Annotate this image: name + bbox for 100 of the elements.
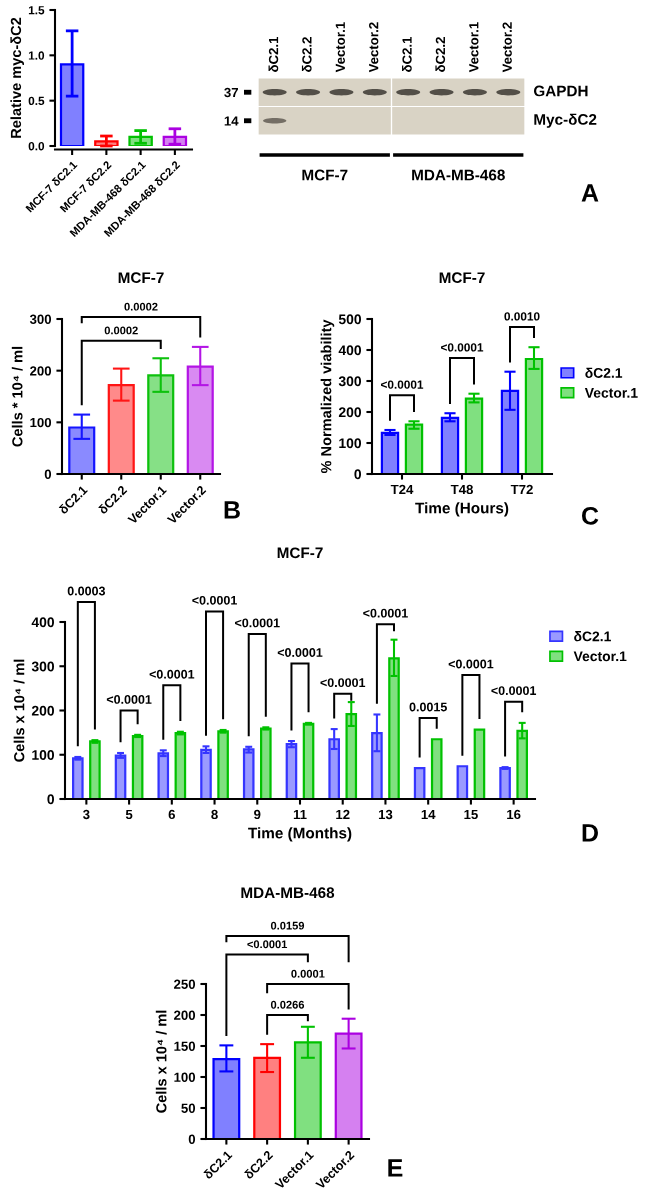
annotation: 0.0266 [270, 1000, 305, 1009]
y-tick-label: 50 [181, 1103, 196, 1113]
x-tick-label: T48 [450, 484, 473, 495]
y-tick-label: 0.5 [28, 96, 45, 106]
bar [440, 416, 460, 474]
category-label: δC2.2 [435, 37, 446, 72]
x-tick-label: 9 [254, 809, 261, 820]
y-axis-title: Relative myc-δC2 [10, 17, 25, 138]
y-tick-label: 100 [339, 438, 362, 449]
legend-label: δC2.1 [574, 631, 611, 642]
text: <0.0001 [192, 595, 237, 605]
y-tick-label: 400 [31, 617, 55, 628]
x-tick-label: 12 [336, 809, 350, 819]
text: 0.0002 [124, 302, 158, 311]
bar [157, 752, 170, 799]
text: MDA-MB-468 [412, 169, 505, 181]
category-label: Vector.2 [502, 22, 512, 73]
x-tick-label: 6 [168, 809, 176, 820]
x-tick-label: T72 [510, 484, 533, 494]
annotation: <0.0001 [149, 669, 195, 679]
y-tick-label: 150 [174, 1041, 196, 1051]
chart-title: MCF-7 [277, 547, 323, 559]
y-tick-label: 100 [30, 417, 52, 428]
x-tick-label: 5 [125, 809, 133, 820]
y-tick-label: 200 [174, 1010, 196, 1020]
text: E [388, 1159, 403, 1177]
annotation: 0.0010 [504, 312, 540, 321]
annotation: 0.0002 [104, 326, 138, 335]
annotation: <0.0001 [491, 686, 537, 696]
x-tick-label: T24 [390, 484, 414, 494]
category-label: δC2.1 [402, 36, 412, 72]
text: D [582, 824, 598, 842]
category-label: 14 [224, 116, 239, 126]
category-label: Vector.1 [335, 22, 345, 73]
chart-title: MCF-7 [439, 272, 485, 284]
category-label: GAPDH [533, 85, 588, 97]
annotation: <0.0001 [441, 343, 484, 352]
y-tick-label: 1.5 [28, 6, 45, 15]
y-axis-title: Cells x 10⁴ / ml [155, 1010, 167, 1113]
annotation: <0.0001 [106, 695, 152, 704]
bar [499, 766, 511, 799]
annotation: <0.0001 [381, 380, 424, 389]
bar [413, 766, 426, 799]
x-tick-label: 16 [507, 809, 521, 820]
category-label: δC2.1 [268, 36, 279, 72]
text: MCF-7 [302, 169, 348, 181]
y-tick-label: 400 [338, 345, 362, 356]
x-tick-label: 3 [83, 809, 90, 820]
y-tick-label: 300 [31, 661, 55, 672]
text: B [224, 501, 240, 519]
bar [242, 748, 255, 799]
legend-label: Vector.1 [584, 388, 638, 398]
x-tick-label: 13 [378, 809, 393, 820]
bar [285, 743, 298, 799]
text: 0.0159 [270, 921, 305, 930]
text: <0.0001 [247, 940, 288, 949]
category-label: Myc-δC2 [534, 113, 597, 128]
annotation: 0.0015 [409, 702, 447, 712]
x-tick-label: 14 [421, 809, 436, 819]
y-axis-title: % Normalized viability [320, 319, 335, 474]
bar [456, 765, 469, 799]
y-axis-title: Cells * 10⁴ / ml [11, 346, 23, 447]
y-tick-label: 200 [338, 407, 362, 418]
text: C [582, 507, 599, 525]
legend-label: δC2.1 [585, 367, 623, 378]
y-axis-title: Cells x 10⁴ / ml [13, 659, 25, 762]
category-label: 37 [224, 87, 238, 98]
annotation: <0.0001 [448, 659, 494, 669]
y-tick-label: 0 [44, 469, 52, 479]
x-axis-title: Time (Months) [248, 827, 352, 842]
y-tick-label: 300 [29, 314, 52, 324]
x-axis-title: Time (Hours) [415, 502, 509, 517]
x-tick-label: 11 [293, 809, 307, 819]
y-tick-label: 300 [338, 376, 362, 387]
y-tick-label: 0.0 [28, 142, 45, 151]
text: <0.0001 [363, 608, 408, 618]
y-tick-label: 0 [47, 794, 55, 805]
y-tick-label: 250 [174, 979, 196, 989]
y-tick-label: 200 [30, 366, 52, 376]
text: A [581, 184, 599, 202]
bar [200, 748, 212, 799]
annotation: <0.0001 [277, 648, 323, 657]
y-tick-label: 500 [338, 314, 362, 325]
chart-title: MDA-MB-468 [241, 887, 335, 899]
bar [114, 754, 127, 799]
annotation: <0.0001 [320, 678, 366, 688]
bar [72, 757, 84, 799]
y-tick-label: 100 [174, 1072, 196, 1082]
category-label: Vector.2 [369, 22, 379, 73]
x-tick-label: 8 [211, 809, 218, 820]
text: 0.0003 [67, 586, 106, 596]
y-tick-label: 100 [32, 750, 55, 760]
y-tick-label: 0 [354, 469, 362, 480]
category-label: Vector.1 [469, 22, 479, 73]
y-tick-label: 1.0 [28, 51, 45, 60]
chart-title: MCF-7 [118, 272, 164, 284]
y-tick-label: 200 [31, 705, 55, 716]
bar [380, 431, 400, 474]
annotation: <0.0001 [235, 618, 280, 628]
text: 0.0001 [291, 969, 325, 978]
